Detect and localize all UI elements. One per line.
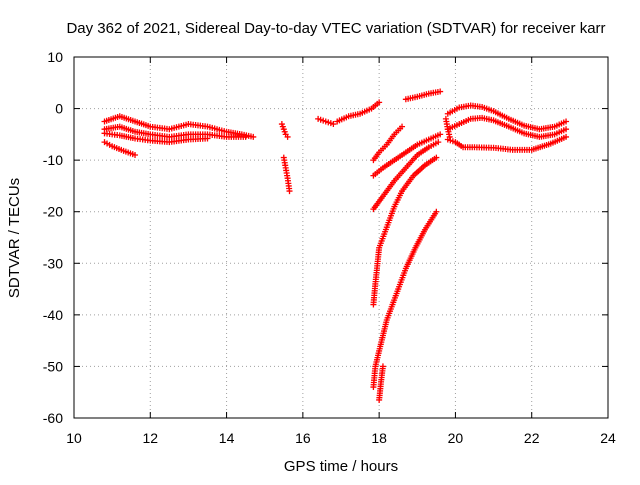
x-tick-label: 24 bbox=[600, 430, 616, 446]
series-arc-b bbox=[278, 121, 291, 140]
x-tick-label: 18 bbox=[371, 430, 387, 446]
series-arc-k bbox=[444, 114, 570, 140]
y-tick-label: -50 bbox=[43, 358, 63, 374]
y-tick-label: -40 bbox=[43, 307, 63, 323]
data-point bbox=[563, 126, 570, 133]
data-point bbox=[250, 133, 257, 140]
series-arc-d bbox=[370, 123, 406, 164]
y-tick-label: 0 bbox=[55, 101, 63, 117]
data-point bbox=[132, 151, 139, 158]
series-arc-i bbox=[402, 88, 444, 103]
data-point bbox=[242, 133, 249, 140]
data-point bbox=[399, 123, 406, 130]
x-axis-label: GPS time / hours bbox=[284, 458, 398, 475]
y-tick-label: -60 bbox=[43, 410, 63, 426]
x-tick-label: 20 bbox=[448, 430, 464, 446]
plot-frame bbox=[73, 56, 609, 419]
data-point bbox=[446, 133, 453, 140]
series-arc-a2 bbox=[101, 123, 249, 140]
series-arc-l bbox=[444, 133, 570, 153]
data-point bbox=[284, 133, 291, 140]
series-arc-j bbox=[444, 102, 570, 133]
data-point bbox=[286, 188, 293, 195]
x-tick-label: 16 bbox=[295, 430, 311, 446]
series-arc-a3 bbox=[101, 130, 211, 146]
series-arc-b2 bbox=[280, 154, 293, 195]
y-tick-label: -10 bbox=[43, 152, 63, 168]
y-axis-label: SDTVAR / TECUs bbox=[6, 178, 23, 298]
series-arc-c bbox=[315, 115, 337, 128]
series-arc-a1 bbox=[101, 113, 257, 140]
grid bbox=[74, 57, 608, 418]
series-arc-f bbox=[370, 139, 442, 213]
axis-ticks: 10 12 14 16 18 20 22 24 -60 -50 -40 -30 -20 -10 0 10 bbox=[43, 49, 616, 446]
y-tick-label: -20 bbox=[43, 204, 63, 220]
series-arc-e bbox=[370, 131, 444, 179]
data-point bbox=[433, 208, 440, 215]
series-arc-c2 bbox=[334, 99, 383, 125]
data-point bbox=[437, 131, 444, 138]
x-tick-label: 14 bbox=[219, 430, 235, 446]
series-arc-h bbox=[370, 208, 440, 391]
x-tick-label: 10 bbox=[66, 430, 82, 446]
series-arc-g bbox=[370, 154, 440, 308]
data-point bbox=[563, 133, 570, 140]
y-tick-label: 10 bbox=[47, 49, 63, 65]
x-tick-label: 12 bbox=[142, 430, 158, 446]
data-point bbox=[330, 121, 337, 128]
series-arc-a4 bbox=[101, 139, 139, 158]
series-arc-m bbox=[442, 115, 453, 140]
y-tick-label: -30 bbox=[43, 255, 63, 271]
chart-title: Day 362 of 2021, Sidereal Day-to-day VTE… bbox=[66, 20, 605, 37]
data-point bbox=[435, 139, 442, 146]
data-marks bbox=[101, 88, 570, 403]
data-point bbox=[379, 363, 386, 370]
data-point bbox=[437, 88, 444, 95]
data-point bbox=[376, 99, 383, 106]
x-tick-label: 22 bbox=[524, 430, 540, 446]
series-arc-h2 bbox=[376, 363, 386, 403]
data-point bbox=[204, 135, 211, 142]
data-point bbox=[433, 154, 440, 161]
data-point bbox=[563, 118, 570, 125]
